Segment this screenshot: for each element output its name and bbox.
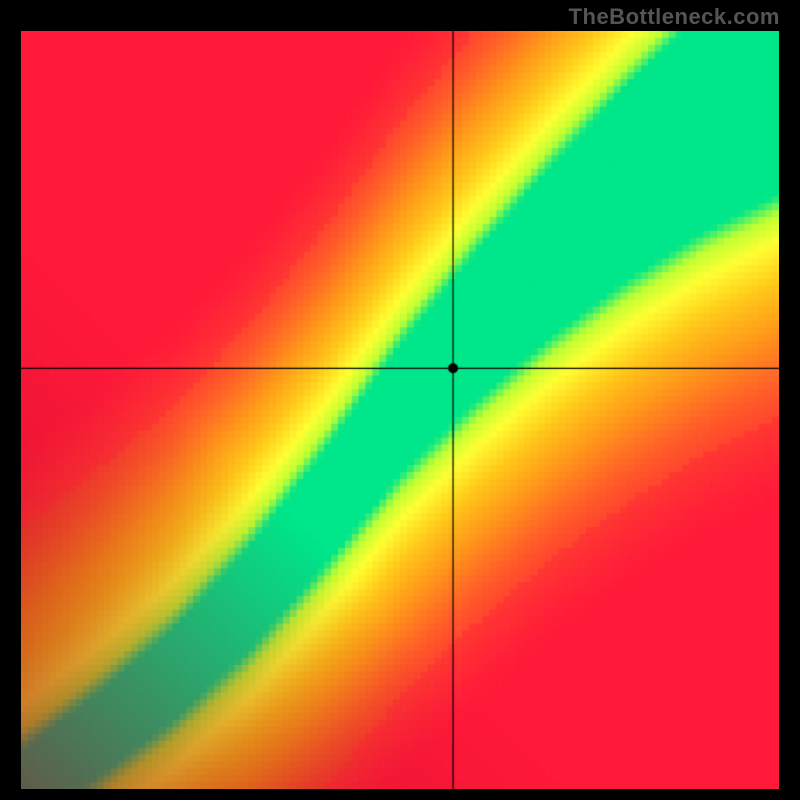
bottleneck-heatmap bbox=[21, 31, 779, 789]
watermark-text: TheBottleneck.com bbox=[569, 4, 780, 30]
chart-container: TheBottleneck.com bbox=[0, 0, 800, 800]
